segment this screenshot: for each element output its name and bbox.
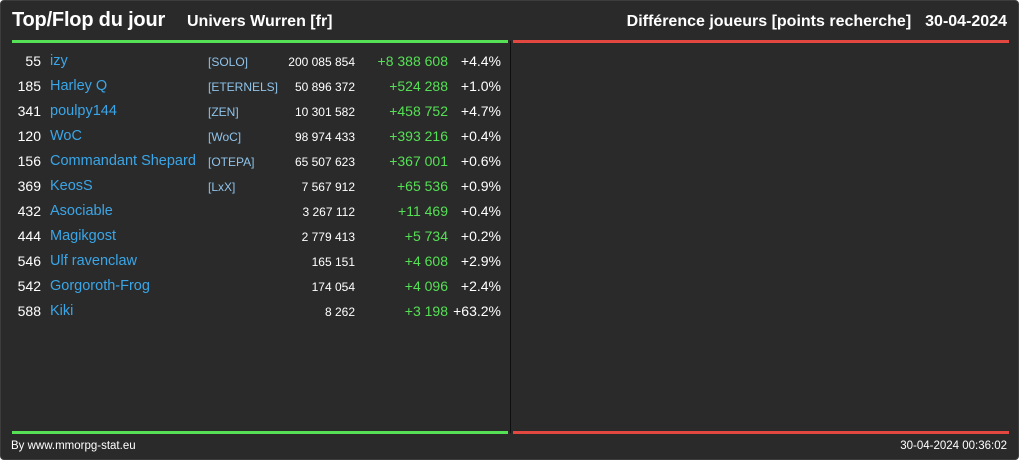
player-rank: 55 xyxy=(25,53,41,69)
table-row: 432 Asociable 3 267 112 +11 469 +0.4% xyxy=(1,199,510,224)
player-rank: 432 xyxy=(17,203,41,219)
points-difference: +367 001 xyxy=(389,153,448,169)
table-row: 120 WoC [WoC] 98 974 433 +393 216 +0.4% xyxy=(1,124,510,149)
percent-difference: +2.9% xyxy=(460,253,501,269)
player-rank: 546 xyxy=(17,253,41,269)
player-name-link[interactable]: WoC xyxy=(50,128,82,144)
table-row: 444 Magikgost 2 779 413 +5 734 +0.2% xyxy=(1,224,510,249)
player-points: 2 779 413 xyxy=(301,230,355,244)
points-difference: +458 752 xyxy=(389,103,448,119)
header-date: 30-04-2024 xyxy=(925,13,1007,30)
table-row: 156 Commandant Shepard [OTEPA] 65 507 623 +3… xyxy=(1,149,510,174)
percent-difference: +1.0% xyxy=(460,78,501,94)
alliance-tag-link[interactable]: [SOLO] xyxy=(208,55,249,69)
points-difference: +4 608 xyxy=(404,253,448,269)
player-points: 10 301 582 xyxy=(294,105,355,119)
table-row: 542 Gorgoroth-Frog 174 054 +4 096 +2.4% xyxy=(1,274,510,299)
points-difference: +5 734 xyxy=(404,228,448,244)
stat-label: Différence joueurs [points recherche] xyxy=(626,13,912,30)
percent-difference: +0.4% xyxy=(460,203,501,219)
player-rank: 369 xyxy=(17,178,41,194)
table-row: 546 Ulf ravenclaw 165 151 +4 608 +2.9% xyxy=(1,249,510,274)
player-points: 98 974 433 xyxy=(294,130,355,144)
player-name-link[interactable]: izy xyxy=(50,53,68,69)
player-name-link[interactable]: Kiki xyxy=(50,303,74,319)
player-points: 8 262 xyxy=(324,305,355,319)
player-points: 165 151 xyxy=(311,255,355,269)
top-players-list: 55 izy [SOLO] 200 085 854 +8 388 608 +4.4% 185… xyxy=(1,49,510,324)
top-section-footer-bar xyxy=(12,431,508,434)
alliance-tag-link[interactable]: [OTEPA] xyxy=(208,155,255,169)
table-row: 341 poulpy144 [ZEN] 10 301 582 +458 752 +4.7% xyxy=(1,99,510,124)
player-points: 65 507 623 xyxy=(294,155,355,169)
player-rank: 185 xyxy=(17,78,41,94)
table-row: 185 Harley Q [ETERNELS] 50 896 372 +524 288 +… xyxy=(1,74,510,99)
player-name-link[interactable]: Asociable xyxy=(50,203,113,219)
player-name-link[interactable]: KeosS xyxy=(50,178,93,194)
points-difference: +8 388 608 xyxy=(377,53,448,69)
alliance-tag-link[interactable]: [WoC] xyxy=(208,130,242,144)
points-difference: +65 536 xyxy=(397,178,448,194)
alliance-tag-link[interactable]: [ETERNELS] xyxy=(208,80,279,94)
player-rank: 120 xyxy=(17,128,41,144)
player-name-link[interactable]: Magikgost xyxy=(50,228,117,244)
alliance-tag-link[interactable]: [LxX] xyxy=(208,180,236,194)
percent-difference: +0.9% xyxy=(460,178,501,194)
player-points: 50 896 372 xyxy=(294,80,355,94)
percent-difference: +4.4% xyxy=(460,53,501,69)
player-name-link[interactable]: poulpy144 xyxy=(50,103,117,119)
percent-difference: +4.7% xyxy=(460,103,501,119)
table-row: 588 Kiki 8 262 +3 198 +63.2% xyxy=(1,299,510,324)
universe-label: Univers Wurren [fr] xyxy=(187,13,333,30)
flop-section-footer-bar xyxy=(513,431,1009,434)
points-difference: +11 469 xyxy=(398,203,448,219)
header-right: Différence joueurs [points recherche] 30-… xyxy=(627,13,1007,31)
player-points: 174 054 xyxy=(311,280,355,294)
top-section-accent-bar xyxy=(12,40,508,43)
footer-credit[interactable]: By www.mmorpg-stat.eu xyxy=(11,440,136,452)
player-name-link[interactable]: Commandant Shepard xyxy=(50,153,196,169)
percent-difference: +0.6% xyxy=(460,153,501,169)
player-rank: 341 xyxy=(17,103,41,119)
percent-difference: +0.4% xyxy=(460,128,501,144)
page-title: Top/Flop du jour xyxy=(12,9,166,31)
points-difference: +3 198 xyxy=(404,303,448,319)
table-row: 55 izy [SOLO] 200 085 854 +8 388 608 +4.4% xyxy=(1,49,510,74)
footer-timestamp: 30-04-2024 00:36:02 xyxy=(900,440,1007,452)
percent-difference: +63.2% xyxy=(453,303,501,319)
percent-difference: +2.4% xyxy=(460,278,501,294)
points-difference: +524 288 xyxy=(389,78,448,94)
player-name-link[interactable]: Gorgoroth-Frog xyxy=(50,278,150,294)
points-difference: +4 096 xyxy=(404,278,448,294)
table-row: 369 KeosS [LxX] 7 567 912 +65 536 +0.9% xyxy=(1,174,510,199)
flop-section-accent-bar xyxy=(513,40,1009,43)
player-rank: 156 xyxy=(17,153,41,169)
player-rank: 542 xyxy=(17,278,41,294)
alliance-tag-link[interactable]: [ZEN] xyxy=(208,105,239,119)
points-difference: +393 216 xyxy=(389,128,448,144)
column-divider xyxy=(510,41,511,433)
player-name-link[interactable]: Harley Q xyxy=(50,78,108,94)
player-rank: 444 xyxy=(17,228,41,244)
player-points: 200 085 854 xyxy=(288,55,355,69)
player-name-link[interactable]: Ulf ravenclaw xyxy=(50,253,138,269)
percent-difference: +0.2% xyxy=(460,228,501,244)
player-points: 7 567 912 xyxy=(301,180,355,194)
player-points: 3 267 112 xyxy=(302,205,356,219)
player-rank: 588 xyxy=(17,303,41,319)
